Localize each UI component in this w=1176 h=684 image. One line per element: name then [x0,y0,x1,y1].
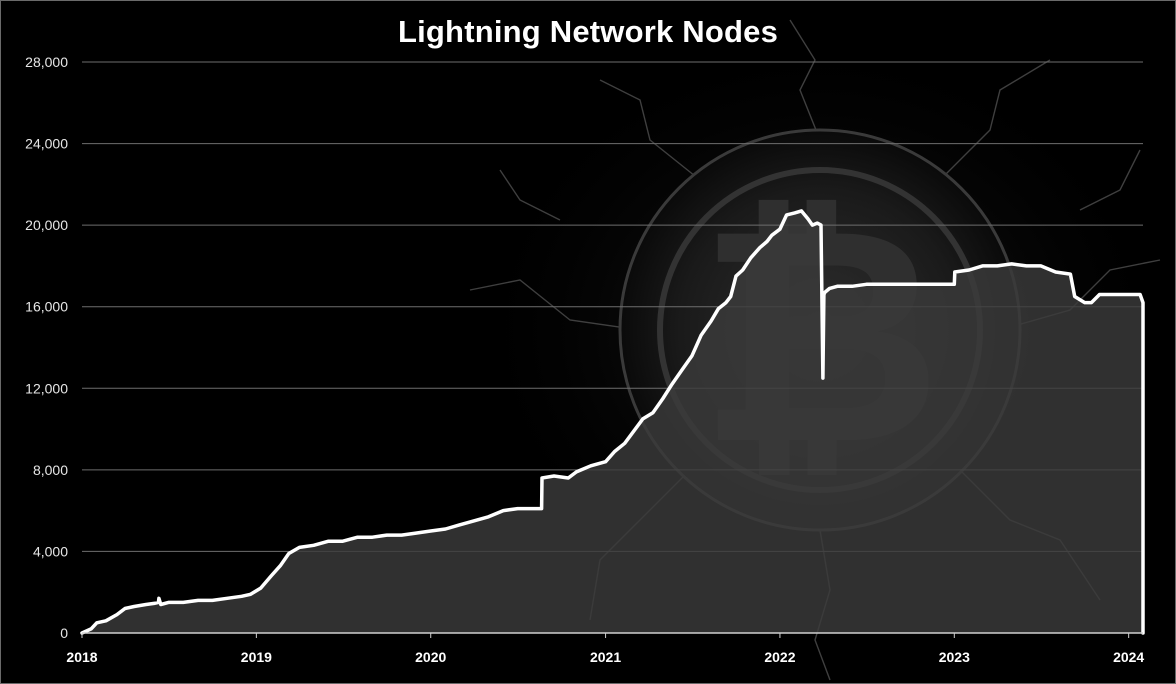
y-tick-label: 0 [60,625,68,641]
x-axis: 2018 2019 2020 2021 2022 2023 2024 [66,632,1144,665]
y-tick-label: 4,000 [33,543,68,559]
series-line [80,209,1145,635]
chart-title: Lightning Network Nodes [397,14,779,49]
x-tick-label: 2021 [590,649,621,665]
y-axis: 0 4,000 8,000 12,000 16,000 20,000 24,000 28,00… [25,54,68,641]
y-tick-label: 8,000 [33,462,68,478]
x-tick-label: 2023 [939,649,970,665]
y-tick-label: 16,000 [25,299,68,315]
y-tick-label: 20,000 [25,217,68,233]
area-layer [82,210,1143,633]
x-tick-label: 2020 [415,649,446,665]
y-tick-label: 28,000 [25,54,68,70]
y-tick-label: 12,000 [25,380,68,396]
x-tick-label: 2018 [66,649,97,665]
line-layer [80,209,1145,635]
x-tick-label: 2019 [241,649,272,665]
x-tick-label: 2022 [764,649,795,665]
y-tick-label: 24,000 [25,136,68,152]
x-tick-label: 2024 [1113,649,1144,665]
series-area [82,210,1143,633]
